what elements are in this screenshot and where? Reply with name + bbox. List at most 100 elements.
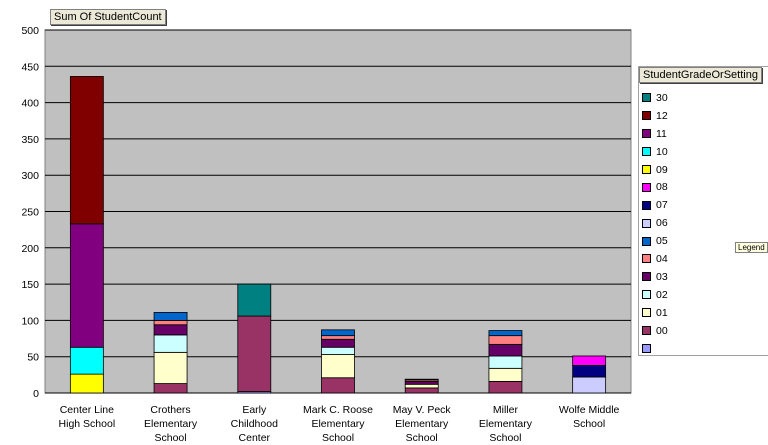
x-tick-label-line: High School — [58, 418, 116, 430]
x-tick-label: Mark C. Roose Elementary School — [296, 403, 380, 445]
legend-swatch — [642, 218, 651, 228]
legend-label: 01 — [656, 306, 668, 319]
legend-item[interactable]: 12 — [642, 107, 668, 125]
legend-label: 12 — [656, 109, 668, 122]
x-tick-label: Center Line High School — [45, 403, 129, 431]
x-tick-label-line: Elementary — [144, 418, 198, 430]
legend-item[interactable]: 05 — [642, 232, 668, 250]
bar-segment-00[interactable] — [153, 383, 188, 394]
bar-segment-01[interactable] — [488, 367, 523, 382]
bar-segment-12[interactable] — [69, 76, 104, 225]
bar-segment-02[interactable] — [488, 355, 523, 369]
legend-label: 10 — [656, 145, 668, 158]
x-tick-label-line: Center — [238, 432, 271, 444]
bar-segment-04[interactable] — [321, 335, 355, 340]
x-tick-label-line: Elementary — [311, 418, 365, 430]
bar-segment-03[interactable] — [321, 338, 355, 348]
legend-label: 05 — [656, 235, 668, 248]
legend-swatch — [642, 182, 651, 192]
x-tick-label-line: School — [573, 418, 606, 430]
legend-item[interactable]: 02 — [642, 286, 668, 304]
bar-segment-08[interactable] — [572, 355, 607, 366]
bar-segment-00[interactable] — [404, 387, 439, 394]
bar-segment-00[interactable] — [237, 315, 272, 392]
y-tick-label: 300 — [21, 170, 39, 182]
x-tick-label-line: Mark C. Roose — [302, 404, 374, 416]
x-tick-label: May V. Peck Elementary School — [380, 403, 464, 445]
x-tick-label: Crothers Elementary School — [129, 403, 213, 445]
legend-label: 06 — [656, 217, 668, 230]
legend-swatch — [642, 147, 651, 157]
x-tick-label-line: Miller — [492, 404, 518, 416]
legend-label: 07 — [656, 199, 668, 212]
legend-field-button[interactable]: StudentGradeOrSetting — [639, 67, 762, 83]
y-tick-label: 0 — [33, 388, 39, 400]
legend-swatch — [642, 308, 651, 318]
y-tick-label: 200 — [21, 243, 39, 255]
legend-item[interactable]: 06 — [642, 214, 668, 232]
legend-item[interactable]: 04 — [642, 250, 668, 268]
bar-segment-01[interactable] — [153, 351, 188, 384]
bar-segment-03[interactable] — [404, 380, 439, 385]
legend-item[interactable] — [642, 339, 668, 357]
legend-item[interactable]: 03 — [642, 268, 668, 286]
bar-segment-00[interactable] — [488, 380, 523, 394]
legend-swatch — [642, 326, 651, 336]
legend-item[interactable]: 01 — [642, 304, 668, 322]
legend-item[interactable]: 11 — [642, 125, 668, 143]
legend-swatch — [642, 272, 651, 282]
x-tick-label: Early Childhood Center — [212, 403, 296, 445]
bar-segment-02[interactable] — [153, 334, 188, 353]
bar-segment-04[interactable] — [488, 335, 523, 345]
bar-segment-30[interactable] — [237, 283, 272, 317]
legend-item[interactable]: 00 — [642, 322, 668, 340]
x-tick-label-line: May V. Peck — [392, 404, 451, 416]
bar-segment-00[interactable] — [321, 377, 355, 394]
x-tick-label-line: School — [405, 432, 438, 444]
bar-segment-05[interactable] — [404, 378, 439, 381]
legend-swatch — [642, 165, 651, 174]
legend-label: 03 — [656, 270, 668, 283]
bar-segment-05[interactable] — [488, 330, 523, 337]
legend-swatch — [642, 290, 651, 300]
legend-swatch — [642, 111, 651, 121]
legend-item[interactable]: 08 — [642, 178, 668, 196]
bar-segment-07[interactable] — [572, 365, 607, 378]
bar-segment-11[interactable] — [69, 223, 104, 348]
legend-label: 04 — [656, 252, 668, 265]
y-tick-label: 500 — [21, 25, 39, 37]
y-tick-label: 150 — [21, 279, 39, 291]
bar-segment-06[interactable] — [572, 376, 607, 394]
bar-segment-02[interactable] — [321, 346, 355, 355]
y-tick-label: 100 — [21, 315, 39, 327]
legend-label: 00 — [656, 324, 668, 337]
legend-label: 30 — [656, 91, 668, 104]
bar-segment-01[interactable] — [404, 383, 439, 389]
legend-label: 09 — [656, 163, 668, 176]
legend: StudentGradeOrSetting 30 12 11 10 09 08 07 06 05… — [638, 66, 768, 356]
bar-segment-03[interactable] — [488, 343, 523, 357]
bar-segment-04[interactable] — [153, 319, 188, 326]
legend-item[interactable]: 07 — [642, 196, 668, 214]
y-tick-label: 250 — [21, 207, 39, 219]
x-tick-label-line: Childhood — [230, 418, 278, 430]
bar-segment-05[interactable] — [321, 329, 355, 337]
y-tick-label: 350 — [21, 134, 39, 146]
legend-swatch — [642, 93, 651, 103]
legend-swatch — [642, 343, 651, 353]
x-tick-label: Miller Elementary School — [463, 403, 547, 445]
legend-item[interactable]: 09 — [642, 161, 668, 179]
x-tick-label-line: Elementary — [478, 418, 532, 430]
bar-segment-01[interactable] — [321, 354, 355, 379]
y-tick-label: 400 — [21, 98, 39, 110]
bar-segment-10[interactable] — [69, 346, 104, 375]
bar-segment-03[interactable] — [153, 324, 188, 336]
bar-segment-05[interactable] — [153, 312, 188, 321]
data-field-button[interactable]: Sum Of StudentCount — [50, 9, 166, 25]
legend-item[interactable]: 30 — [642, 89, 668, 107]
x-tick-label-line: Center Line — [59, 404, 114, 416]
legend-item[interactable]: 10 — [642, 143, 668, 161]
x-tick-label-line: Wolfe Middle — [558, 404, 620, 416]
bar-segment-09[interactable] — [69, 373, 104, 394]
